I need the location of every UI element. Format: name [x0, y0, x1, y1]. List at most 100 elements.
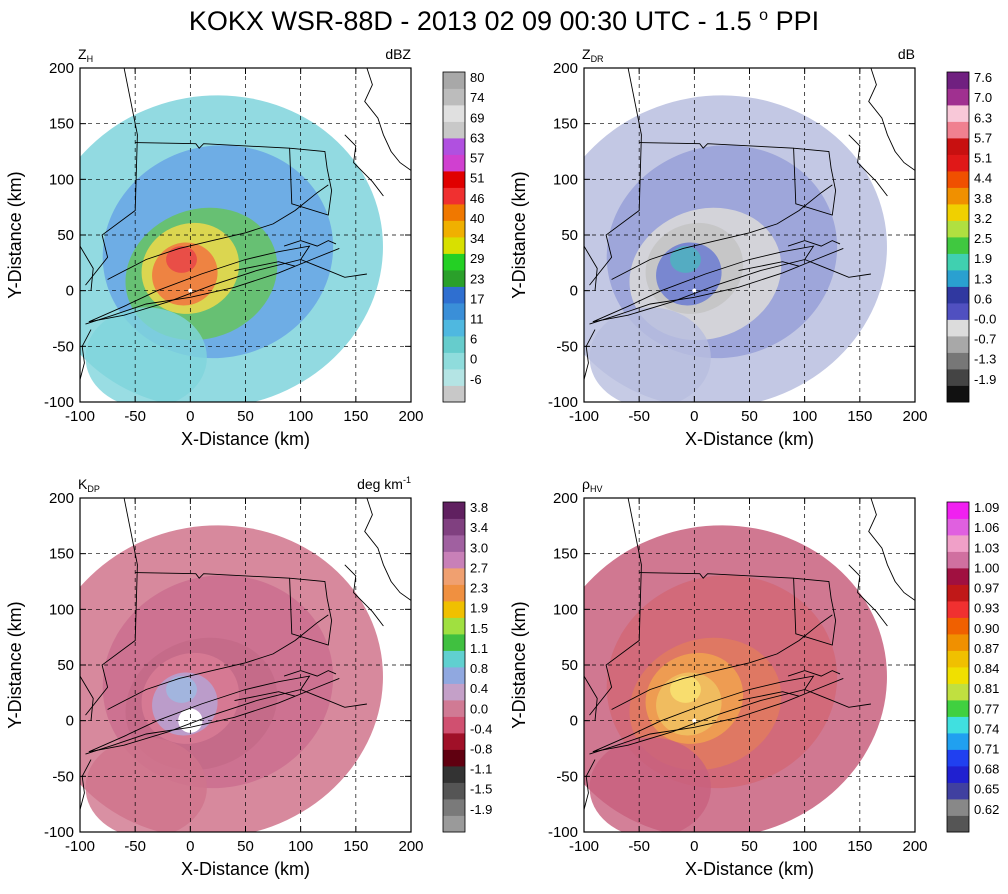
- colorbar-segment: [947, 766, 969, 783]
- coastline: [584, 329, 596, 380]
- variable-subscript: HV: [590, 484, 603, 494]
- colorbar-segment: [947, 749, 969, 767]
- colorbar-frame: [946, 71, 970, 403]
- colorbar-segment: [443, 683, 465, 701]
- colorbar-tick-label: 3.8: [470, 500, 488, 515]
- x-tick-label: -100: [569, 838, 599, 855]
- colorbar-segment: [947, 385, 969, 403]
- variable-label: KDP: [78, 476, 100, 494]
- colorbar-segment: [443, 502, 465, 519]
- colorbar-frame: [946, 501, 970, 833]
- y-tick-label: 50: [57, 657, 74, 674]
- colorbar-tick-label: 0.8: [470, 661, 488, 676]
- colorbar-segment: [443, 303, 465, 320]
- colorbar-segment: [947, 535, 969, 552]
- colorbar-segment: [443, 601, 465, 618]
- coastline: [584, 245, 598, 291]
- colorbar-tick-label: -0.7: [974, 332, 996, 347]
- units-label: deg km-1: [357, 475, 411, 492]
- colorbar-segment: [443, 369, 465, 386]
- colorbar-tick-label: -0.4: [470, 721, 492, 736]
- coastline: [80, 675, 94, 721]
- colorbar-segment: [947, 634, 969, 651]
- coastline: [787, 670, 841, 677]
- coastline: [85, 68, 138, 286]
- x-tick-label: 0: [690, 838, 698, 855]
- colorbar-tick-label: 0.84: [974, 661, 999, 676]
- colorbar-tick-label: 5.7: [974, 130, 992, 145]
- x-tick-label: 100: [288, 408, 313, 425]
- coastline: [283, 670, 337, 677]
- colorbar-tick-label: 1.06: [974, 520, 999, 535]
- units-base: dB: [898, 46, 915, 62]
- x-tick-label: 0: [690, 408, 698, 425]
- colorbar-tick-label: 5.1: [974, 151, 992, 166]
- x-tick-label: -50: [124, 838, 146, 855]
- coastline: [80, 245, 94, 291]
- colorbar-tick-label: 1.1: [470, 641, 488, 656]
- colorbar-segment: [443, 270, 465, 287]
- colorbar-segment: [947, 733, 969, 750]
- x-tick-label: 150: [343, 838, 368, 855]
- colorbar-segment: [947, 319, 969, 337]
- y-tick-label: 150: [553, 116, 578, 133]
- colorbar-segment: [947, 617, 969, 635]
- colorbar-segment: [947, 799, 969, 816]
- colorbar-tick-label: 1.00: [974, 560, 999, 575]
- colorbar-segment: [443, 799, 465, 816]
- colorbar-segment: [443, 766, 465, 783]
- colorbar-tick-label: 3.4: [470, 520, 488, 535]
- colorbar-segment: [947, 138, 969, 155]
- colorbar-segment: [443, 584, 465, 602]
- y-tick-label: 50: [561, 657, 578, 674]
- radar-field: [80, 498, 411, 832]
- variable-label: ρHV: [582, 476, 602, 494]
- colorbar-tick-label: 0.71: [974, 741, 999, 756]
- colorbar-segment: [947, 270, 969, 287]
- coastline: [283, 240, 337, 247]
- colorbar-segment: [947, 121, 969, 139]
- colorbar-tick-label: 17: [470, 291, 484, 306]
- colorbar-tick-label: 0.4: [470, 681, 488, 696]
- colorbar-tick-label: 0.68: [974, 762, 999, 777]
- y-tick-label: 200: [553, 490, 578, 507]
- colorbar-segment: [947, 303, 969, 320]
- colorbar-segment: [947, 700, 969, 717]
- colorbar-tick-label: 2.7: [470, 560, 488, 575]
- colorbar-segment: [443, 749, 465, 767]
- y-tick-label: -50: [52, 768, 74, 785]
- colorbar-tick-label: 0.93: [974, 601, 999, 616]
- colorbar-segment: [443, 72, 465, 89]
- colorbar-tick-label: -1.9: [470, 802, 492, 817]
- echo-region-max: [670, 246, 701, 273]
- variable-symbol: Z: [582, 46, 591, 62]
- colorbar-segment: [947, 815, 969, 833]
- x-tick-label: 0: [186, 838, 194, 855]
- coastline: [88, 675, 311, 753]
- y-axis-label: Y-Distance (km): [5, 601, 25, 728]
- colorbar-segment: [947, 601, 969, 618]
- units-base: dBZ: [385, 46, 411, 62]
- coastline: [584, 759, 596, 810]
- colorbar-tick-label: 1.3: [974, 271, 992, 286]
- y-tick-label: -100: [44, 394, 74, 411]
- colorbar-tick-label: 0.90: [974, 621, 999, 636]
- y-axis-label: Y-Distance (km): [509, 171, 529, 298]
- colorbar-tick-label: 74: [470, 90, 484, 105]
- y-tick-label: 50: [57, 227, 74, 244]
- colorbar-tick-label: 3.2: [974, 211, 992, 226]
- colorbar-tick-label: 1.09: [974, 500, 999, 515]
- coastline: [848, 134, 888, 197]
- colorbar-tick-label: 7.0: [974, 90, 992, 105]
- colorbar-segment: [443, 385, 465, 403]
- colorbar-segment: [443, 551, 465, 569]
- colorbar-tick-label: 63: [470, 130, 484, 145]
- colorbar-segment: [443, 617, 465, 635]
- colorbar-tick-label: 0.87: [974, 641, 999, 656]
- colorbar-segment: [443, 88, 465, 106]
- y-tick-label: 0: [66, 713, 74, 730]
- y-tick-label: 100: [49, 171, 74, 188]
- colorbar-frame: [442, 71, 466, 403]
- colorbar-segment: [443, 815, 465, 833]
- coastline: [300, 259, 367, 278]
